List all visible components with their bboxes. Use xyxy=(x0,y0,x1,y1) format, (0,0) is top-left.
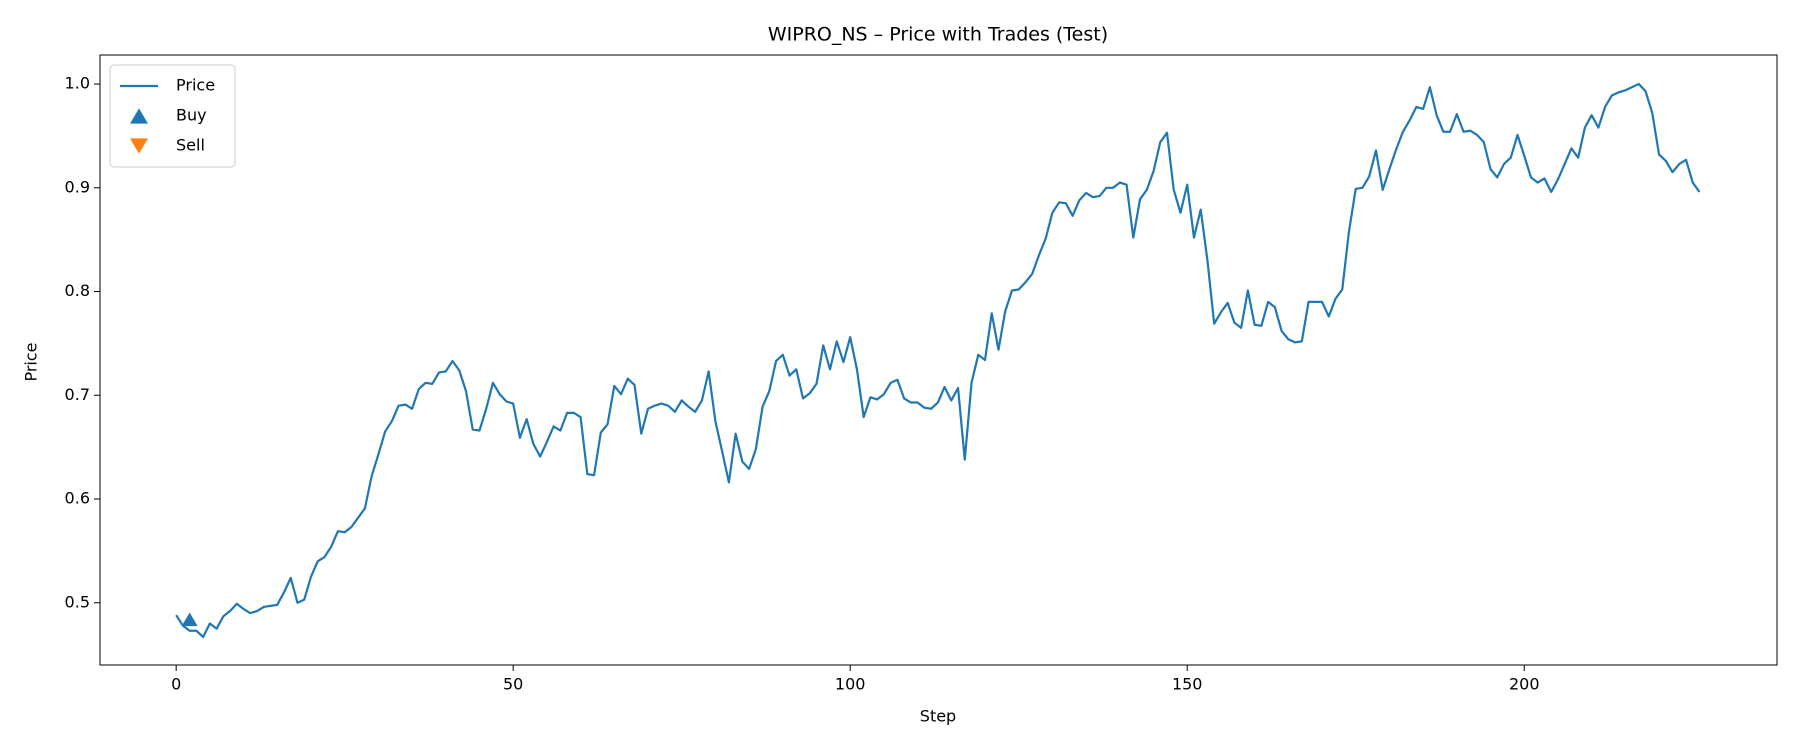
x-tick-label: 150 xyxy=(1172,675,1203,694)
trade-marker xyxy=(181,612,198,627)
x-tick-label: 100 xyxy=(835,675,866,694)
y-tick-label: 0.5 xyxy=(65,592,90,611)
y-tick-label: 0.9 xyxy=(65,177,90,196)
x-tick-label: 200 xyxy=(1509,675,1540,694)
x-tick-label: 0 xyxy=(171,675,181,694)
legend-marker xyxy=(130,138,148,154)
y-tick-label: 0.7 xyxy=(65,385,90,404)
y-tick-label: 1.0 xyxy=(65,74,90,93)
y-tick-label: 0.6 xyxy=(65,489,90,508)
legend-label: Buy xyxy=(176,106,207,125)
y-tick-label: 0.8 xyxy=(65,281,90,300)
legend-marker xyxy=(130,108,148,124)
x-tick-label: 50 xyxy=(503,675,523,694)
legend-label: Sell xyxy=(176,136,205,155)
y-axis-label: Price xyxy=(22,342,41,381)
legend-label: Price xyxy=(176,76,215,95)
price-line xyxy=(175,82,1701,639)
chart-title: WIPRO_NS – Price with Trades (Test) xyxy=(768,24,1108,46)
plot-frame xyxy=(99,54,1778,666)
x-axis-label: Step xyxy=(920,707,956,726)
legend-box xyxy=(109,64,236,168)
